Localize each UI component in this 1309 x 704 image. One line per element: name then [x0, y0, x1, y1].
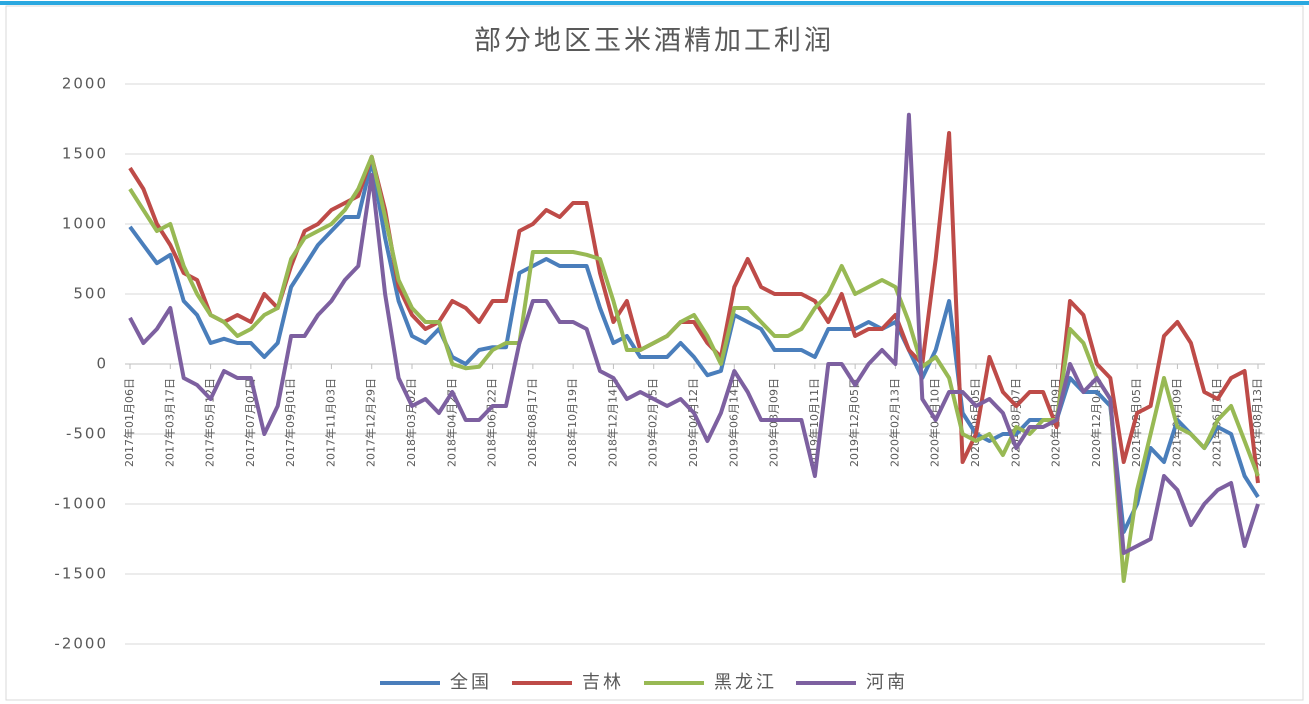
- x-tick-label: 2017年12月29日: [364, 378, 378, 467]
- x-tick-label: 2019年08月09日: [767, 378, 781, 467]
- x-tick-label: 2017年03月17日: [162, 378, 176, 467]
- y-tick-label: 1500: [62, 145, 108, 163]
- x-tick-label: 2019年12月05日: [847, 378, 861, 467]
- x-tick-label: 2018年06月22日: [485, 378, 499, 467]
- y-tick-label: -2000: [54, 635, 108, 653]
- frame: [5, 5, 1304, 701]
- series-line: [128, 154, 1260, 583]
- x-tick-label: 2017年07月07日: [243, 378, 257, 467]
- x-tick-label: 2019年02月15日: [646, 378, 660, 467]
- legend-label: 黑龙江: [714, 672, 777, 693]
- series-line: [128, 112, 1260, 555]
- x-tick-label: 2020年02月13日: [887, 378, 901, 467]
- x-tick-label: 2020年04月10日: [928, 378, 942, 467]
- x-tick-label: 2019年04月12日: [686, 378, 700, 467]
- x-tick-label: 2018年12月14日: [605, 378, 619, 467]
- x-tick-label: 2020年08月07日: [1008, 378, 1022, 467]
- y-tick-label: 500: [73, 285, 108, 303]
- y-tick-label: -500: [66, 425, 108, 443]
- x-tick-label: 2019年06月14日: [726, 378, 740, 467]
- y-tick-label: -1000: [54, 495, 108, 513]
- x-tick-label: 2018年10月19日: [565, 378, 579, 467]
- legend-label: 河南: [866, 672, 908, 693]
- x-tick-label: 2018年08月17日: [525, 378, 539, 467]
- x-tick-label: 2017年05月12日: [203, 378, 217, 467]
- y-tick-label: -1500: [54, 565, 108, 583]
- chart-title: 部分地区玉米酒精加工利润: [474, 26, 834, 57]
- y-tick-label: 2000: [62, 75, 108, 93]
- x-tick-label: 2017年11月03日: [323, 378, 337, 467]
- series-line: [128, 159, 1260, 534]
- x-tick-label: 2020年12月04日: [1089, 378, 1103, 467]
- x-tick-label: 2017年09月01日: [283, 378, 297, 467]
- legend-label: 吉林: [582, 672, 624, 693]
- legend-label: 全国: [450, 672, 492, 693]
- y-tick-label: 1000: [62, 215, 108, 233]
- y-tick-label: 0: [96, 355, 108, 373]
- x-tick-label: 2017年01月06日: [122, 378, 136, 467]
- series-line: [128, 131, 1260, 484]
